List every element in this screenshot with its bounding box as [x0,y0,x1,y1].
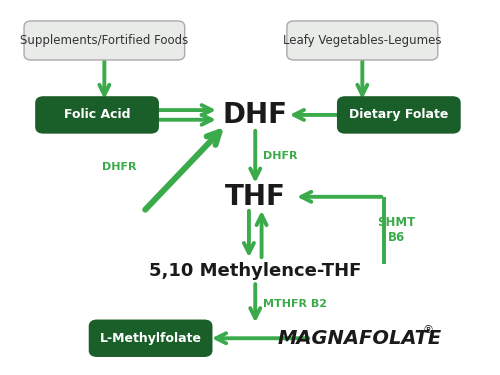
Text: Supplements/Fortified Foods: Supplements/Fortified Foods [20,34,188,47]
Text: DHFR: DHFR [262,151,297,161]
Text: THF: THF [225,183,286,211]
FancyBboxPatch shape [90,321,212,356]
FancyBboxPatch shape [24,21,184,60]
Text: Leafy Vegetables-Legumes: Leafy Vegetables-Legumes [283,34,442,47]
FancyBboxPatch shape [287,21,438,60]
Text: DHFR: DHFR [102,162,136,172]
Text: Dietary Folate: Dietary Folate [349,108,448,122]
Text: Folic Acid: Folic Acid [64,108,130,122]
Text: 5,10 Methylence-THF: 5,10 Methylence-THF [149,262,362,280]
Text: L-Methylfolate: L-Methylfolate [100,332,202,345]
Text: MAGNAFOLATE: MAGNAFOLATE [278,329,442,348]
Text: DHF: DHF [223,101,288,129]
Text: SHMT
B6: SHMT B6 [378,216,416,244]
Text: MTHFR B2: MTHFR B2 [262,298,326,309]
FancyBboxPatch shape [36,97,158,133]
FancyBboxPatch shape [338,97,460,133]
Text: ®: ® [422,325,434,335]
